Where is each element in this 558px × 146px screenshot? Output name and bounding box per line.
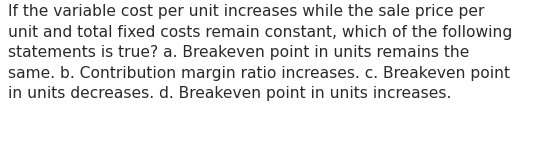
Text: If the variable cost per unit increases while the sale price per
unit and total : If the variable cost per unit increases … [8, 4, 513, 101]
